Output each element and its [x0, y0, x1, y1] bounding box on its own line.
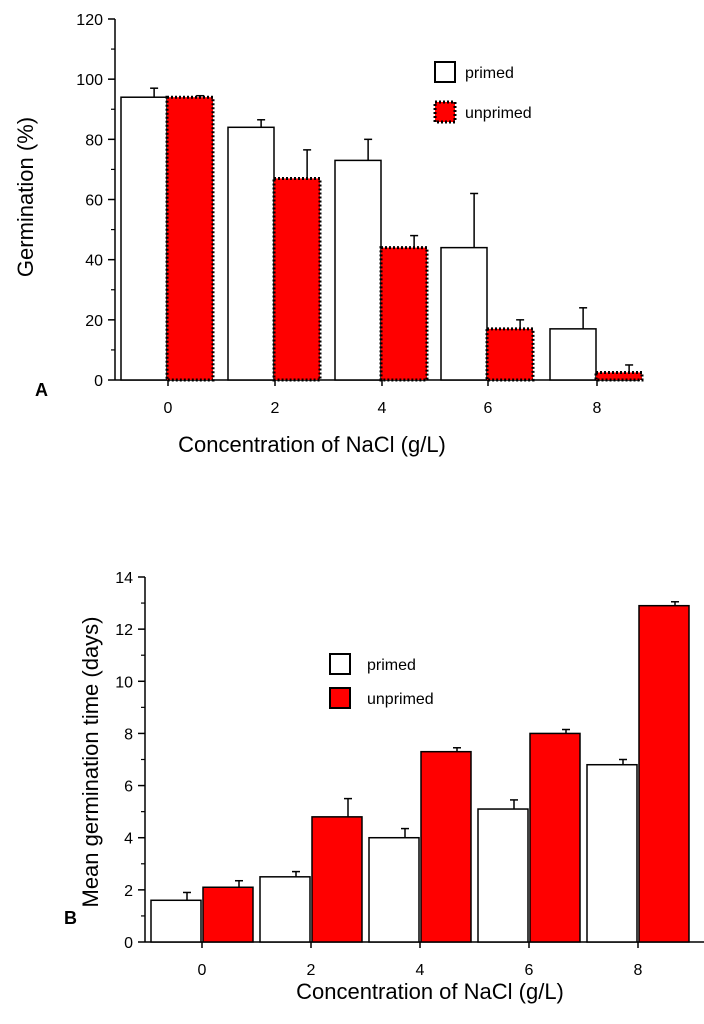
panel-b-y-tick-label: 6 — [124, 779, 133, 796]
panel-b-bar-primed — [477, 808, 529, 943]
panel-b-legend-label-unprimed: unprimed — [367, 691, 434, 708]
panel-b-bar-primed — [259, 876, 311, 943]
panel-b-x-axis-title: Concentration of NaCl (g/L) — [296, 979, 564, 1004]
panel-b-x-tick-label: 4 — [416, 962, 425, 979]
panel-b-bar-primed — [586, 763, 638, 943]
panel-b-bar-unprimed — [311, 816, 363, 943]
panel-a-x-tick-label: 8 — [593, 400, 602, 417]
panel-b-bar-primed — [150, 899, 202, 943]
panel-b-y-tick-label: 12 — [115, 622, 133, 639]
panel-a-bar-unprimed — [379, 246, 429, 382]
panel-a-x-axis-title: Concentration of NaCl (g/L) — [178, 432, 446, 457]
panel-a-x-tick-label: 4 — [378, 400, 387, 417]
panel-a-y-tick-label: 0 — [94, 373, 103, 390]
panel-b-legend-swatch-unprimed — [329, 687, 351, 709]
panel-a-x-tick-label: 2 — [271, 400, 280, 417]
panel-b-y-tick-label: 10 — [115, 674, 133, 691]
panel-a-bar-unprimed — [485, 327, 535, 382]
panel-b-bar-unprimed — [202, 886, 254, 943]
panel-b-y-tick-label: 4 — [124, 831, 133, 848]
panel-b-bar-unprimed — [420, 750, 472, 943]
panel-a-x-tick-label: 6 — [484, 400, 493, 417]
panel-b-bar-unprimed — [529, 732, 581, 943]
panel-a-y-axis-title: Germination (%) — [13, 117, 38, 277]
panel-a-y-tick-label: 120 — [76, 12, 103, 29]
panel-b-y-tick-label: 14 — [115, 570, 133, 587]
panel-b-label: B — [64, 908, 77, 928]
panel-b-x-tick-label: 6 — [525, 962, 534, 979]
panel-a-bar-primed — [227, 126, 275, 381]
panel-b-y-tick-label: 2 — [124, 883, 133, 900]
panel-a-label: A — [35, 380, 48, 400]
panel-a-legend-label-unprimed: unprimed — [465, 105, 532, 122]
panel-a-bar-primed — [334, 159, 382, 381]
panel-a-y-tick-label: 100 — [76, 72, 103, 89]
panel-a-y-tick-label: 60 — [85, 193, 103, 210]
panel-a-y-tick-label: 80 — [85, 132, 103, 149]
panel-b-legend-swatch-primed — [329, 653, 351, 675]
panel-b-bar-unprimed — [638, 604, 690, 943]
panel-a-bar-unprimed — [272, 176, 322, 382]
panel-a-y-tick-label: 40 — [85, 253, 103, 270]
panel-a-bar-primed — [440, 246, 488, 381]
panel-b-x-tick-label: 8 — [634, 962, 643, 979]
panel-b-bar-primed — [368, 836, 420, 943]
panel-b-y-axis-title: Mean germination time (days) — [78, 616, 103, 907]
panel-a-y-tick-label: 20 — [85, 313, 103, 330]
panel-b-y-tick-label: 0 — [124, 935, 133, 952]
panel-a-bar-primed — [120, 96, 168, 381]
panel-a-legend-swatch-unprimed — [433, 100, 457, 124]
panel-b-y-tick-label: 8 — [124, 726, 133, 743]
panel-a-x-tick-label: 0 — [164, 400, 173, 417]
panel-a-bar-unprimed — [165, 95, 215, 382]
panel-a-legend-label-primed: primed — [465, 65, 514, 82]
panel-b-x-tick-label: 2 — [307, 962, 316, 979]
panel-b-legend-label-primed: primed — [367, 657, 416, 674]
panel-a-legend-swatch-primed — [434, 61, 456, 83]
panel-a-bar-primed — [549, 328, 597, 381]
panel-b-x-tick-label: 0 — [198, 962, 207, 979]
panel-a-bar-unprimed — [594, 370, 644, 382]
